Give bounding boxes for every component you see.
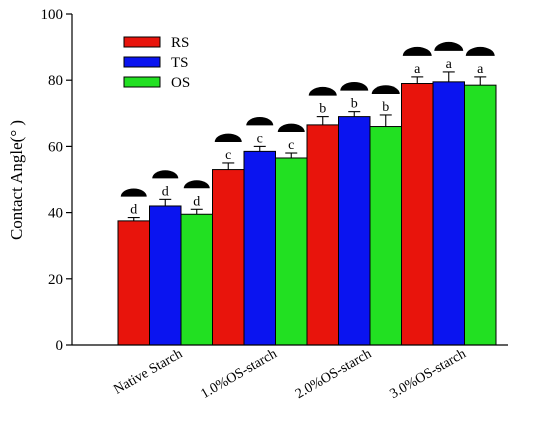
legend-swatch-rs xyxy=(123,36,161,48)
y-tick-label: 100 xyxy=(41,7,64,23)
bars-layer: d d d c c c b b b a a a xyxy=(117,41,497,346)
droplet-shape xyxy=(434,41,464,51)
bar-os xyxy=(369,126,402,346)
droplet-shape xyxy=(371,85,400,94)
significance-letter: c xyxy=(288,138,294,153)
legend-swatch-os xyxy=(123,76,161,88)
significance-letter: d xyxy=(162,184,169,199)
y-tick-label: 40 xyxy=(48,206,63,222)
significance-letter: d xyxy=(193,194,200,209)
droplet-shape xyxy=(183,180,210,189)
y-tick-label: 80 xyxy=(48,73,63,89)
bar-rs xyxy=(401,83,434,346)
significance-letter: c xyxy=(225,148,231,163)
bar-ts xyxy=(338,116,371,346)
droplet-shape xyxy=(246,117,274,126)
y-tick-label: 20 xyxy=(48,272,63,288)
legend-label: OS xyxy=(171,75,190,91)
x-category-label: 1.0%OS-starch xyxy=(199,346,280,402)
significance-letter: b xyxy=(319,102,326,117)
x-category-label: Native Starch xyxy=(111,346,185,397)
bar-rs xyxy=(212,169,245,346)
bar-ts xyxy=(243,150,276,346)
significance-letter: b xyxy=(382,100,389,115)
droplet-shape xyxy=(402,46,432,56)
legend: RS TS OS xyxy=(123,35,190,91)
droplet-shape xyxy=(214,133,242,142)
y-tick-label: 0 xyxy=(56,338,64,354)
droplet-shape xyxy=(465,46,495,56)
y-tick-label: 60 xyxy=(48,139,63,155)
droplet-shape xyxy=(340,81,369,91)
bar-ts xyxy=(432,81,465,346)
bar-rs xyxy=(306,124,339,346)
bar-os xyxy=(464,84,497,346)
x-category-label: 2.0%OS-starch xyxy=(293,346,374,402)
legend-swatch-ts xyxy=(123,56,161,68)
droplet-shape xyxy=(152,170,179,179)
droplet-shape xyxy=(308,86,337,96)
bar-rs xyxy=(117,220,150,346)
significance-letter: a xyxy=(477,62,484,77)
axes-layer xyxy=(71,14,508,346)
bar-os xyxy=(275,157,308,346)
droplet-shape xyxy=(277,123,305,133)
bar-os xyxy=(180,213,213,346)
significance-letter: a xyxy=(414,62,421,77)
bar-ts xyxy=(149,205,182,346)
y-ticks: 0 20 40 60 80 100 xyxy=(41,7,72,354)
y-axis-title: Contact Angle(° ) xyxy=(7,120,26,240)
x-category-label: 3.0%OS-starch xyxy=(388,346,469,402)
x-category-labels: Native Starch 1.0%OS-starch 2.0%OS-starch 3… xyxy=(111,346,468,402)
significance-letter: a xyxy=(446,57,453,72)
significance-letter: b xyxy=(351,97,358,112)
significance-letter: d xyxy=(130,203,137,218)
legend-label: TS xyxy=(171,55,189,71)
droplet-shape xyxy=(120,188,147,197)
legend-label: RS xyxy=(171,35,189,51)
significance-letter: c xyxy=(257,131,263,146)
